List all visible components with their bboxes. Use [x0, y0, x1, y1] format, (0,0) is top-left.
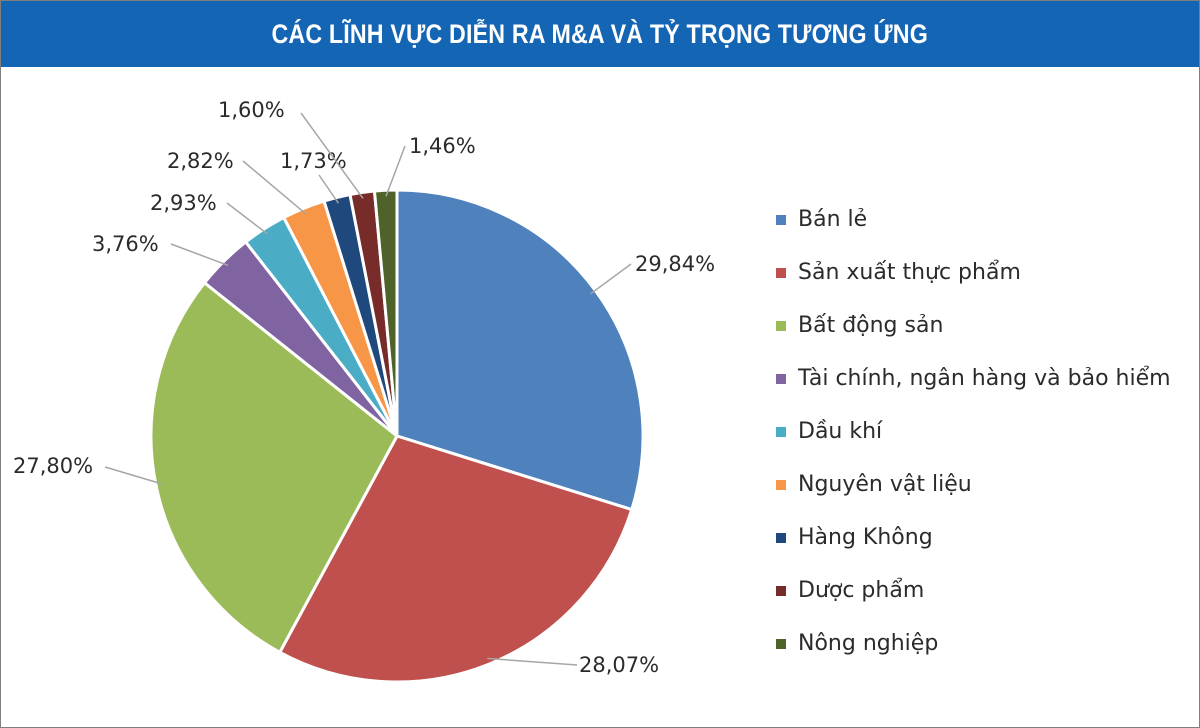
- leader-line-8: [300, 112, 364, 199]
- pie-slice-2: [277, 434, 634, 684]
- chart-legend: Bán lẻ Sản xuất thực phẩm Bất động sản Tài …: [776, 193, 1171, 670]
- legend-label: Sản xuất thực phẩm: [798, 260, 1021, 285]
- pie-chart: 29,84%28,07%27,80%3,76%2,93%2,82% 1,73%1,…: [13, 98, 715, 684]
- legend-item: Tài chính, ngân hàng và bảo hiểm: [776, 352, 1171, 405]
- chart-title: CÁC LĨNH VỰC DIỄN RA M&A VÀ TỶ TRỌNG TƯƠ…: [271, 18, 929, 49]
- legend-label: Bán lẻ: [798, 207, 868, 232]
- data-label-8: 1,60%: [218, 98, 285, 122]
- leader-line-9: [385, 145, 406, 197]
- legend-label: Nguyên vật liệu: [798, 472, 972, 497]
- legend-item: Nông nghiệp: [776, 617, 1171, 670]
- data-label-2: 28,07%: [579, 653, 659, 677]
- data-label-3: 27,80%: [13, 454, 93, 478]
- legend-swatch: [776, 532, 786, 543]
- legend-item: Dầu khí: [776, 405, 1171, 458]
- legend-label: Tài chính, ngân hàng và bảo hiểm: [798, 366, 1171, 391]
- leader-line-5: [226, 202, 268, 235]
- legend-swatch: [776, 585, 786, 596]
- legend-label: Hàng Không: [798, 525, 933, 550]
- data-label-5: 2,93%: [150, 191, 217, 215]
- legend-swatch: [776, 479, 786, 490]
- legend-swatch: [776, 267, 786, 278]
- leader-line-7: [318, 174, 340, 204]
- data-label-9: 1,46%: [409, 134, 476, 158]
- leader-line-3: [104, 466, 163, 485]
- leader-line-2: [487, 657, 578, 666]
- legend-swatch: [776, 214, 786, 225]
- legend-swatch: [776, 638, 786, 649]
- title-bar: CÁC LĨNH VỰC DIỄN RA M&A VÀ TỶ TRỌNG TƯƠ…: [1, 1, 1199, 67]
- legend-swatch: [776, 426, 786, 437]
- data-label-1: 29,84%: [635, 252, 715, 276]
- legend-item: Bán lẻ: [776, 193, 1171, 246]
- legend-item: Bất động sản: [776, 299, 1171, 352]
- legend-item: Hàng Không: [776, 511, 1171, 564]
- leader-line-1: [589, 263, 632, 295]
- legend-label: Dược phẩm: [798, 578, 925, 603]
- pie-slice-3: [149, 280, 399, 655]
- pie-slice-9: [372, 188, 399, 437]
- legend-swatch: [776, 320, 786, 331]
- data-label-4: 3,76%: [92, 232, 159, 256]
- legend-label: Dầu khí: [798, 419, 883, 444]
- leader-line-6: [242, 160, 307, 215]
- data-label-6: 2,82%: [167, 149, 234, 173]
- legend-item: Dược phẩm: [776, 564, 1171, 617]
- legend-item: Nguyên vật liệu: [776, 458, 1171, 511]
- leader-line-4: [170, 243, 229, 267]
- legend-swatch: [776, 373, 786, 384]
- legend-label: Bất động sản: [798, 313, 944, 338]
- legend-label: Nông nghiệp: [798, 631, 939, 656]
- legend-item: Sản xuất thực phẩm: [776, 246, 1171, 299]
